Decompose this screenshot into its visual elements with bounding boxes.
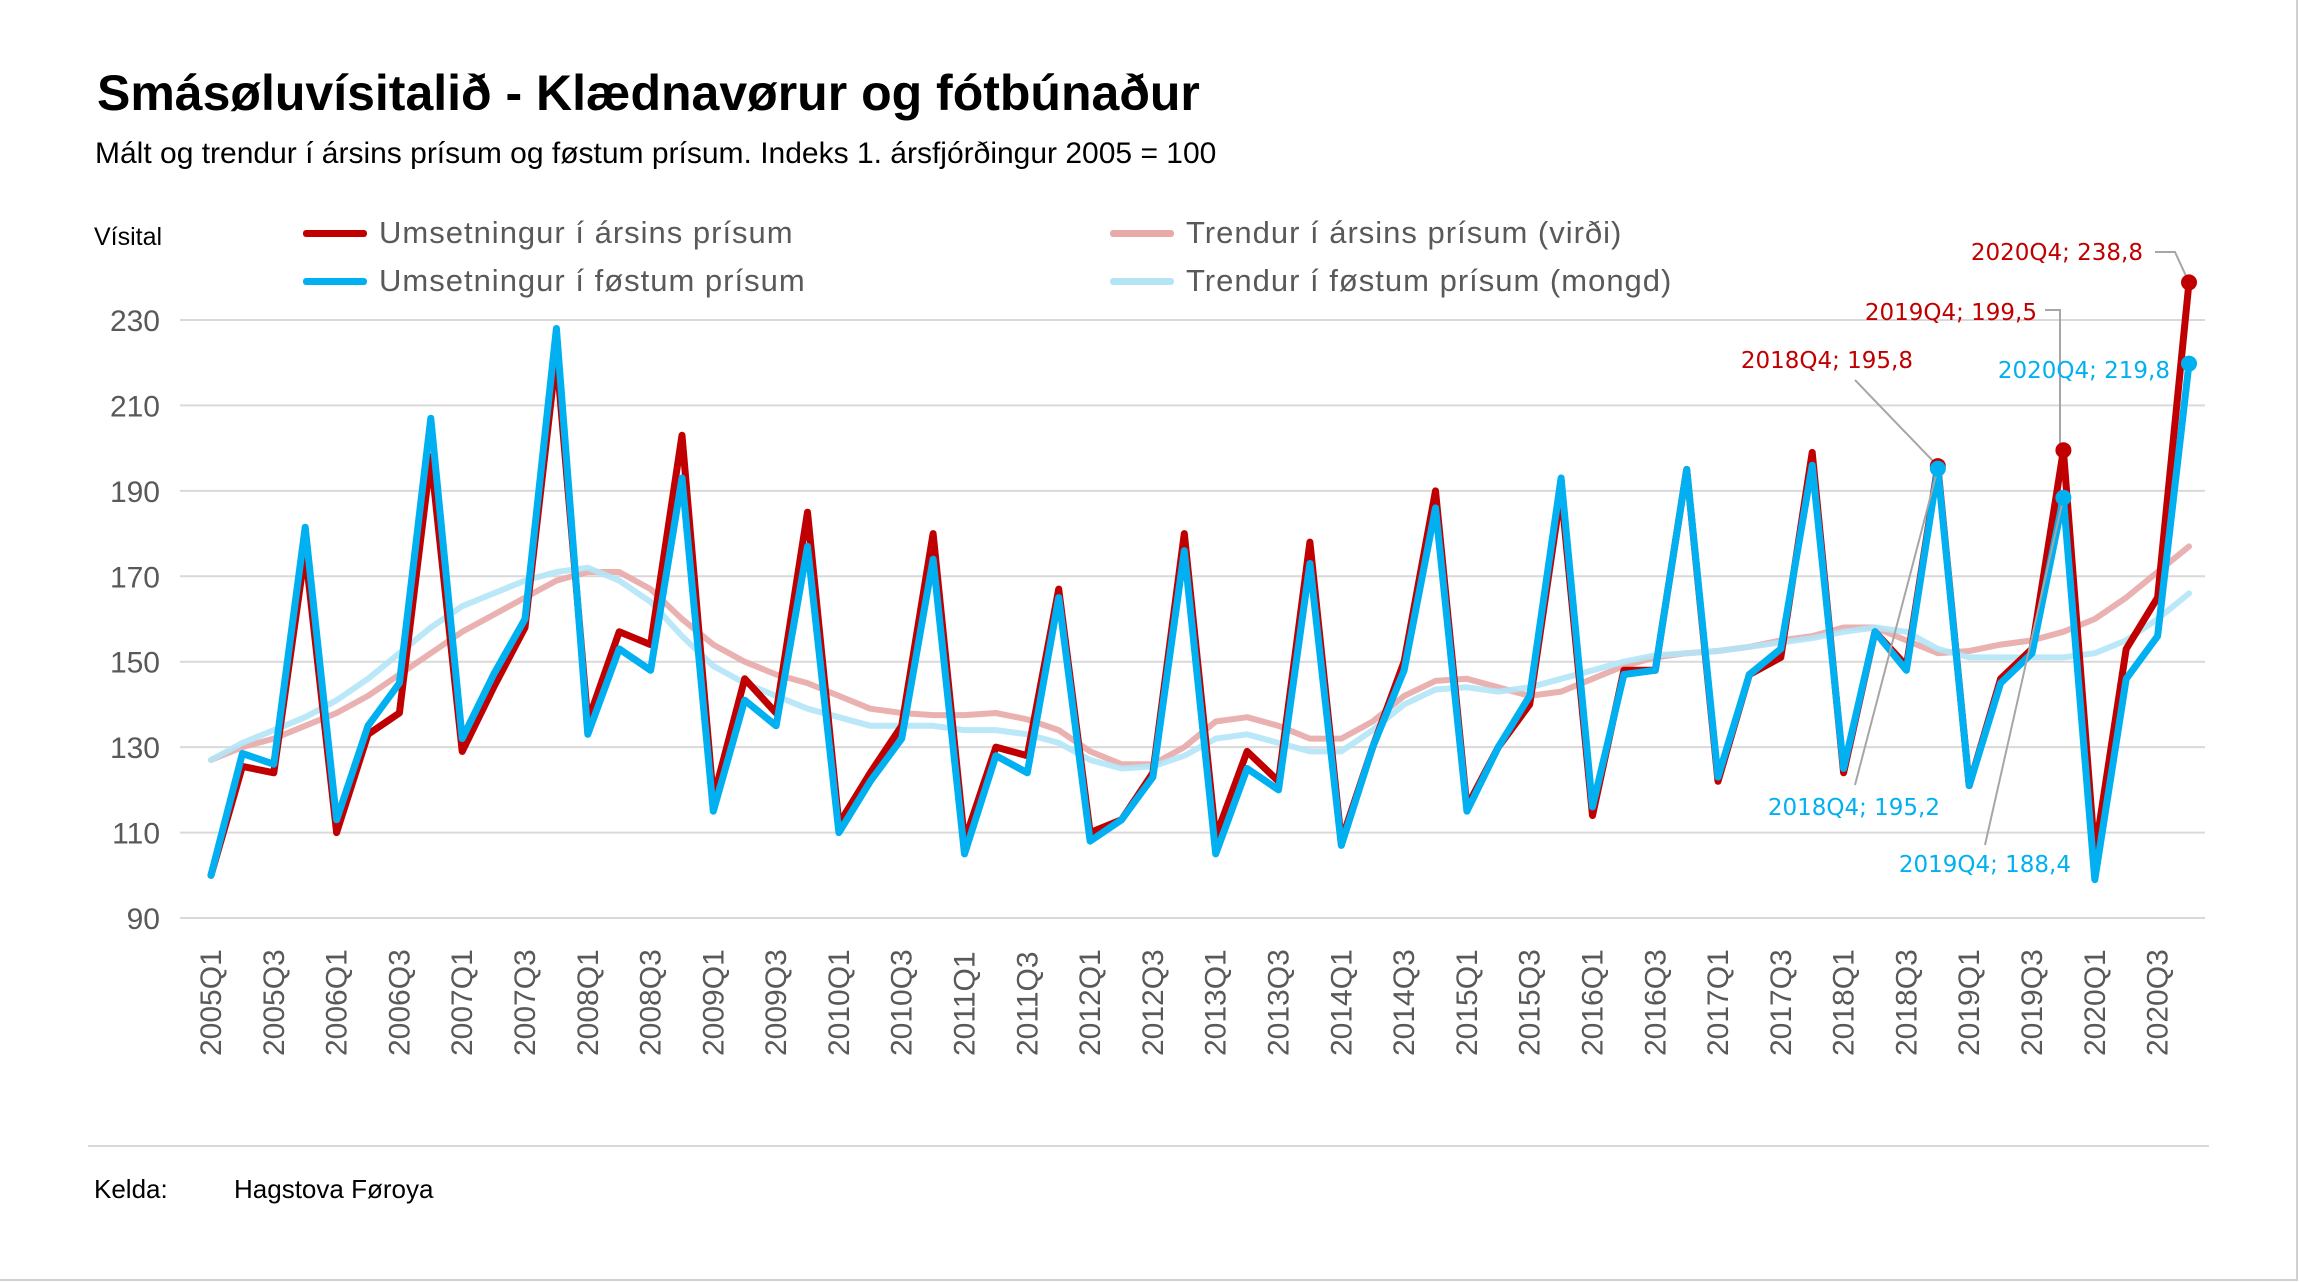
x-tick-label: 2006Q3 xyxy=(383,949,416,1056)
x-tick-label: 2006Q1 xyxy=(321,949,354,1056)
annotation-marker xyxy=(2055,442,2072,459)
legend-swatch xyxy=(303,277,367,285)
annotation-leader xyxy=(1854,379,1939,467)
series-line-3 xyxy=(207,325,2193,884)
x-tick-label: 2019Q3 xyxy=(2016,949,2049,1056)
annotation-marker xyxy=(2181,355,2197,372)
x-tick-label: 2008Q1 xyxy=(572,949,605,1056)
x-tick-label: 2020Q3 xyxy=(2142,949,2175,1056)
legend-label: Umsetningur í føstum prísum xyxy=(379,263,806,298)
y-tick-label: 130 xyxy=(110,732,160,765)
legend-item-nominal-trend: Trendur í ársins prísum (virði) xyxy=(1110,215,1622,251)
source-value: Hagstova Føroya xyxy=(234,1174,434,1204)
annotation-label: 2018Q4; 195,8 xyxy=(1741,348,1913,374)
x-tick-label: 2007Q3 xyxy=(509,949,542,1056)
legend-item-real-trend: Trendur í føstum prísum (mongd) xyxy=(1110,263,1672,299)
x-tick-label: 2015Q3 xyxy=(1514,949,1547,1056)
y-tick-label: 90 xyxy=(127,903,160,936)
chart-title: Smásøluvísitalið - Klædnavørur og fótbún… xyxy=(97,65,1200,121)
x-tick-label: 2014Q1 xyxy=(1325,949,1358,1056)
annotation-label: 2019Q4; 199,5 xyxy=(1865,300,2037,326)
annotation-label: 2020Q4; 238,8 xyxy=(1971,240,2143,266)
y-axis-label: Vísital xyxy=(94,223,163,251)
annotation-label: 2019Q4; 188,4 xyxy=(1899,852,2071,878)
x-tick-label: 2017Q3 xyxy=(1765,949,1798,1056)
series-line-1 xyxy=(208,564,2192,772)
x-tick-label: 2010Q3 xyxy=(886,949,919,1056)
x-tick-label: 2017Q1 xyxy=(1702,949,1735,1056)
x-tick-label: 2007Q1 xyxy=(446,949,479,1056)
x-tick-label: 2018Q1 xyxy=(1828,949,1861,1056)
y-tick-label: 170 xyxy=(110,561,160,594)
x-tick-label: 2016Q3 xyxy=(1639,949,1672,1056)
x-tick-label: 2005Q1 xyxy=(195,949,228,1056)
legend-item-real: Umsetningur í føstum prísum xyxy=(303,263,806,299)
x-tick-label: 2012Q3 xyxy=(1137,949,1170,1056)
annotation-leader xyxy=(1854,468,1939,786)
annotation-label: 2020Q4; 219,8 xyxy=(1998,358,2170,384)
legend-item-nominal: Umsetningur í ársins prísum xyxy=(303,215,794,251)
x-tick-label: 2018Q3 xyxy=(1890,949,1923,1056)
y-tick-label: 110 xyxy=(112,818,160,851)
x-tick-label: 2013Q3 xyxy=(1262,949,1295,1056)
x-tick-label: 2016Q1 xyxy=(1576,949,1609,1056)
legend-label: Umsetningur í ársins prísum xyxy=(379,215,794,250)
x-tick-label: 2009Q3 xyxy=(760,949,793,1056)
annotation-label: 2018Q4; 195,2 xyxy=(1768,795,1940,821)
x-tick-label: 2008Q3 xyxy=(635,949,668,1056)
x-tick-label: 2013Q1 xyxy=(1200,949,1233,1056)
source-label: Kelda: xyxy=(94,1174,168,1204)
annotation-marker xyxy=(2181,274,2197,291)
x-tick-label: 2020Q1 xyxy=(2079,949,2112,1056)
x-tick-label: 2011Q1 xyxy=(949,951,982,1056)
x-tick-label: 2012Q1 xyxy=(1074,949,1107,1056)
annotation-marker xyxy=(2055,489,2072,506)
x-tick-label: 2005Q3 xyxy=(258,949,291,1056)
y-tick-label: 210 xyxy=(110,390,160,423)
x-tick-label: 2015Q1 xyxy=(1451,949,1484,1056)
x-tick-label: 2011Q3 xyxy=(1011,951,1044,1056)
x-tick-label: 2010Q1 xyxy=(823,949,856,1056)
footer-divider xyxy=(88,1145,2209,1147)
annotation-leader xyxy=(2155,251,2190,283)
y-tick-label: 230 xyxy=(110,305,160,338)
y-tick-label: 190 xyxy=(110,476,160,509)
annotation-leader xyxy=(2045,309,2061,451)
annotation-marker xyxy=(1929,460,1946,477)
legend-swatch xyxy=(1110,277,1174,285)
legend-swatch xyxy=(1110,229,1174,237)
x-tick-label: 2014Q3 xyxy=(1388,949,1421,1056)
x-tick-label: 2019Q1 xyxy=(1953,949,1986,1056)
x-tick-label: 2009Q1 xyxy=(697,949,730,1056)
legend-label: Trendur í ársins prísum (virði) xyxy=(1186,215,1623,250)
annotation-leader xyxy=(1984,497,2065,846)
legend-label: Trendur í føstum prísum (mongd) xyxy=(1186,263,1673,298)
y-tick-label: 150 xyxy=(110,647,160,680)
chart-subtitle: Mált og trendur í ársins prísum og føstu… xyxy=(95,137,1217,170)
legend-swatch xyxy=(303,229,367,237)
